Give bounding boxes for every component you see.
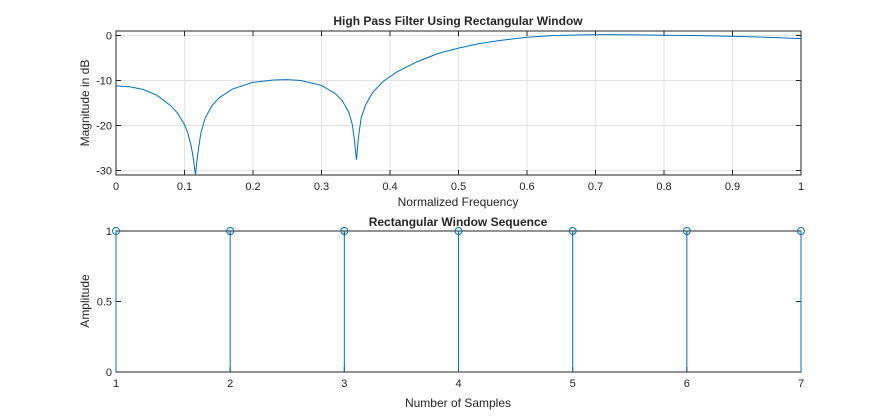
- window-x-tick-label: 2: [227, 378, 233, 390]
- window-stem-marker: [454, 227, 463, 235]
- magnitude-x-tick-label: 0.9: [725, 181, 740, 193]
- window-x-tick-label: 7: [798, 378, 804, 390]
- magnitude-x-tick-label: 0.1: [177, 181, 192, 193]
- magnitude-plot-ylabel: Magnitude in dB: [78, 60, 92, 147]
- window-x-tick-label: 5: [570, 378, 576, 390]
- magnitude-plot-xlabel: Normalized Frequency: [398, 195, 519, 209]
- window-stem-marker: [682, 227, 691, 235]
- magnitude-x-tick-label: 0.3: [314, 181, 329, 193]
- window-x-tick-label: 4: [455, 378, 461, 390]
- window-plot-ylabel: Amplitude: [78, 274, 92, 328]
- window-y-tick-label: 0: [106, 367, 112, 379]
- window-x-tick-label: 6: [684, 378, 690, 390]
- magnitude-x-tick-label: 0.6: [519, 181, 534, 193]
- window-y-tick-label: 1: [106, 226, 112, 238]
- window-x-tick-label: 1: [113, 378, 119, 390]
- window-sequence-plot: Rectangular Window Sequence Number of Sa…: [78, 215, 805, 410]
- magnitude-x-tick-label: 0.4: [382, 181, 397, 193]
- magnitude-x-tick-label: 0: [113, 181, 119, 193]
- window-stem-marker: [112, 227, 120, 235]
- magnitude-x-tick-label: 0.7: [588, 181, 603, 193]
- window-plot-xlabel: Number of Samples: [405, 396, 511, 410]
- magnitude-y-tick-label: -20: [96, 121, 112, 133]
- magnitude-x-tick-label: 0.5: [451, 181, 466, 193]
- window-y-tick-label: 0.5: [97, 297, 112, 309]
- magnitude-x-tick-label: 1: [798, 181, 804, 193]
- magnitude-y-tick-label: 0: [106, 31, 112, 43]
- window-stem-marker: [226, 227, 235, 235]
- magnitude-plot-title: High Pass Filter Using Rectangular Windo…: [333, 14, 583, 28]
- window-plot-title: Rectangular Window Sequence: [369, 215, 548, 229]
- magnitude-y-tick-label: -30: [96, 166, 112, 178]
- magnitude-x-tick-label: 0.8: [656, 181, 671, 193]
- magnitude-response-line: [115, 34, 802, 176]
- magnitude-y-tick-label: -10: [96, 76, 112, 88]
- window-x-tick-label: 3: [341, 378, 347, 390]
- magnitude-x-tick-label: 0.2: [245, 181, 260, 193]
- window-stem-marker: [340, 227, 349, 235]
- window-stem-marker: [568, 227, 577, 235]
- window-stem-marker: [797, 227, 805, 235]
- magnitude-response-plot: High Pass Filter Using Rectangular Windo…: [78, 14, 804, 209]
